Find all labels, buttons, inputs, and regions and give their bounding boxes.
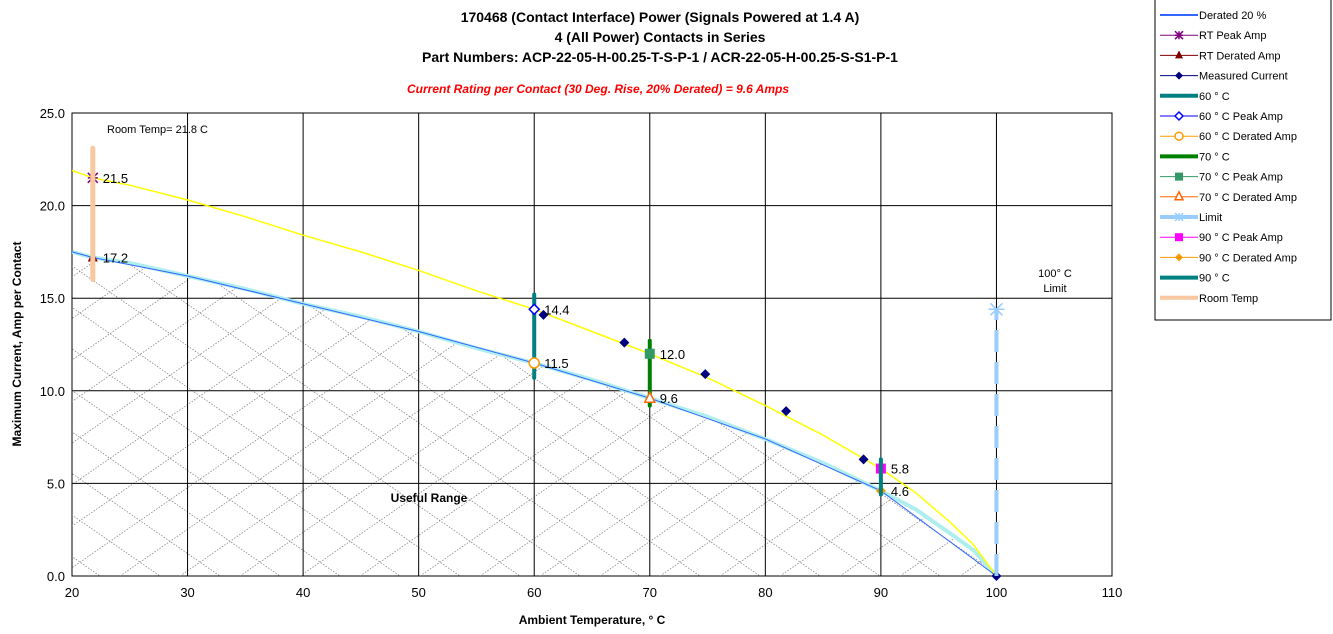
legend-label: 90 ° C bbox=[1199, 273, 1230, 285]
x-tick-label: 30 bbox=[180, 585, 194, 600]
series-line bbox=[71, 251, 997, 577]
y-tick-label: 5.0 bbox=[47, 476, 65, 491]
legend-marker bbox=[1175, 253, 1183, 262]
data-point bbox=[528, 357, 540, 369]
legend-label: Room Temp bbox=[1199, 293, 1258, 305]
chart-title: 170468 (Contact Interface) Power (Signal… bbox=[461, 9, 860, 25]
legend-label: 60 ° C bbox=[1199, 91, 1230, 103]
legend-box bbox=[1154, 0, 1332, 321]
legend-label: 70 ° C Peak Amp bbox=[1199, 172, 1283, 184]
hatch-line bbox=[72, 251, 341, 576]
useful-range-label: Useful Range bbox=[391, 491, 468, 505]
x-tick-label: 90 bbox=[874, 585, 888, 600]
x-tick-label: 20 bbox=[65, 585, 79, 600]
hatch-line bbox=[72, 251, 461, 576]
room-temp-annotation: Room Temp= 21.8 C bbox=[107, 124, 208, 136]
peak-curve bbox=[72, 169, 998, 576]
legend-label: Limit bbox=[1199, 212, 1222, 224]
data-label: 11.5 bbox=[544, 356, 568, 371]
legend-label: 60 ° C Peak Amp bbox=[1199, 111, 1283, 123]
x-tick-label: 100 bbox=[986, 585, 1008, 600]
data-label: 17.2 bbox=[103, 250, 128, 265]
x-axis-label: Ambient Temperature, ° C bbox=[519, 613, 666, 627]
legend-marker bbox=[1175, 50, 1183, 59]
y-tick-label: 0.0 bbox=[47, 569, 65, 584]
limit-marker bbox=[988, 302, 1005, 316]
x-tick-label: 50 bbox=[411, 585, 425, 600]
hatch-line bbox=[72, 251, 581, 576]
data-point bbox=[781, 406, 792, 417]
legend-label: 70 ° C bbox=[1199, 151, 1230, 163]
legend-marker bbox=[1174, 131, 1184, 141]
legend-label: Measured Current bbox=[1199, 71, 1288, 83]
legend-marker bbox=[1175, 71, 1183, 80]
data-label: 12.0 bbox=[660, 347, 685, 362]
series-0 bbox=[71, 251, 997, 577]
plot-area bbox=[71, 112, 1113, 577]
x-tick-labels: 20 30 40 50 60 70 80 90 100 110 bbox=[65, 585, 1123, 600]
data-point bbox=[858, 454, 869, 465]
data-point bbox=[538, 309, 549, 320]
legend-label: 60 ° C Derated Amp bbox=[1199, 131, 1297, 143]
data-label: 9.6 bbox=[660, 391, 678, 406]
limit-annotation-line-1: 100° C bbox=[1038, 268, 1072, 280]
y-tick-labels: 0.0 5.0 10.0 15.0 20.0 25.0 bbox=[40, 106, 65, 584]
legend-label: 90 ° C Peak Amp bbox=[1199, 232, 1283, 244]
data-label: 4.6 bbox=[891, 484, 909, 499]
chart-title-line-3: Part Numbers: ACP-22-05-H-00.25-T-S-P-1 … bbox=[422, 49, 898, 65]
legend-label: RT Peak Amp bbox=[1199, 30, 1266, 42]
y-tick-label: 25.0 bbox=[40, 106, 65, 121]
data-point bbox=[619, 337, 630, 348]
legend-marker bbox=[1174, 30, 1184, 40]
series-9: 9.6 bbox=[643, 390, 678, 406]
x-tick-label: 60 bbox=[527, 585, 541, 600]
series-10 bbox=[988, 302, 1005, 576]
x-tick-label: 110 bbox=[1102, 585, 1123, 600]
x-tick-label: 80 bbox=[758, 585, 772, 600]
y-tick-label: 15.0 bbox=[40, 291, 65, 306]
hatch-line bbox=[72, 251, 521, 576]
data-point bbox=[643, 390, 656, 403]
y-tick-label: 10.0 bbox=[40, 384, 65, 399]
data-point bbox=[700, 369, 711, 380]
chart-subtitle: Current Rating per Contact (30 Deg. Rise… bbox=[407, 82, 789, 96]
series-5: 14.4 bbox=[528, 302, 570, 317]
hatch-line bbox=[72, 251, 401, 576]
data-label: 21.5 bbox=[103, 171, 128, 186]
hatch-line bbox=[779, 251, 997, 576]
legend-marker bbox=[1173, 190, 1185, 201]
chart-title-line-2: 4 (All Power) Contacts in Series bbox=[555, 29, 766, 45]
series-8: 12.0 bbox=[644, 347, 685, 362]
legend-label: RT Derated Amp bbox=[1199, 50, 1281, 62]
data-point bbox=[644, 348, 655, 359]
legend-label: 90 ° C Derated Amp bbox=[1199, 252, 1297, 264]
legend-marker bbox=[1173, 110, 1185, 122]
x-tick-label: 40 bbox=[296, 585, 310, 600]
y-tick-label: 20.0 bbox=[40, 199, 65, 214]
data-label: 5.8 bbox=[891, 462, 909, 477]
legend-marker bbox=[1175, 172, 1183, 181]
legend-label: Derated 20 % bbox=[1199, 10, 1266, 22]
series-marks: 21.5 17.2 14.4 11.5 12.0 9.6 5.8 4.6 bbox=[71, 145, 1005, 581]
x-tick-label: 70 bbox=[643, 585, 657, 600]
legend-label: 70 ° C Derated Amp bbox=[1199, 192, 1297, 204]
data-point bbox=[528, 303, 541, 316]
legend-marker bbox=[1174, 212, 1184, 222]
y-axis-label: Maximum Current, Amp per Contact bbox=[10, 242, 24, 447]
series-6: 11.5 bbox=[528, 356, 569, 371]
limit-annotation-line-2: Limit bbox=[1043, 283, 1066, 295]
data-label: 14.4 bbox=[544, 302, 569, 317]
legend-marker bbox=[1175, 233, 1183, 242]
legend: Derated 20 % RT Peak Amp RT Derated Amp Mea… bbox=[1154, 0, 1332, 321]
